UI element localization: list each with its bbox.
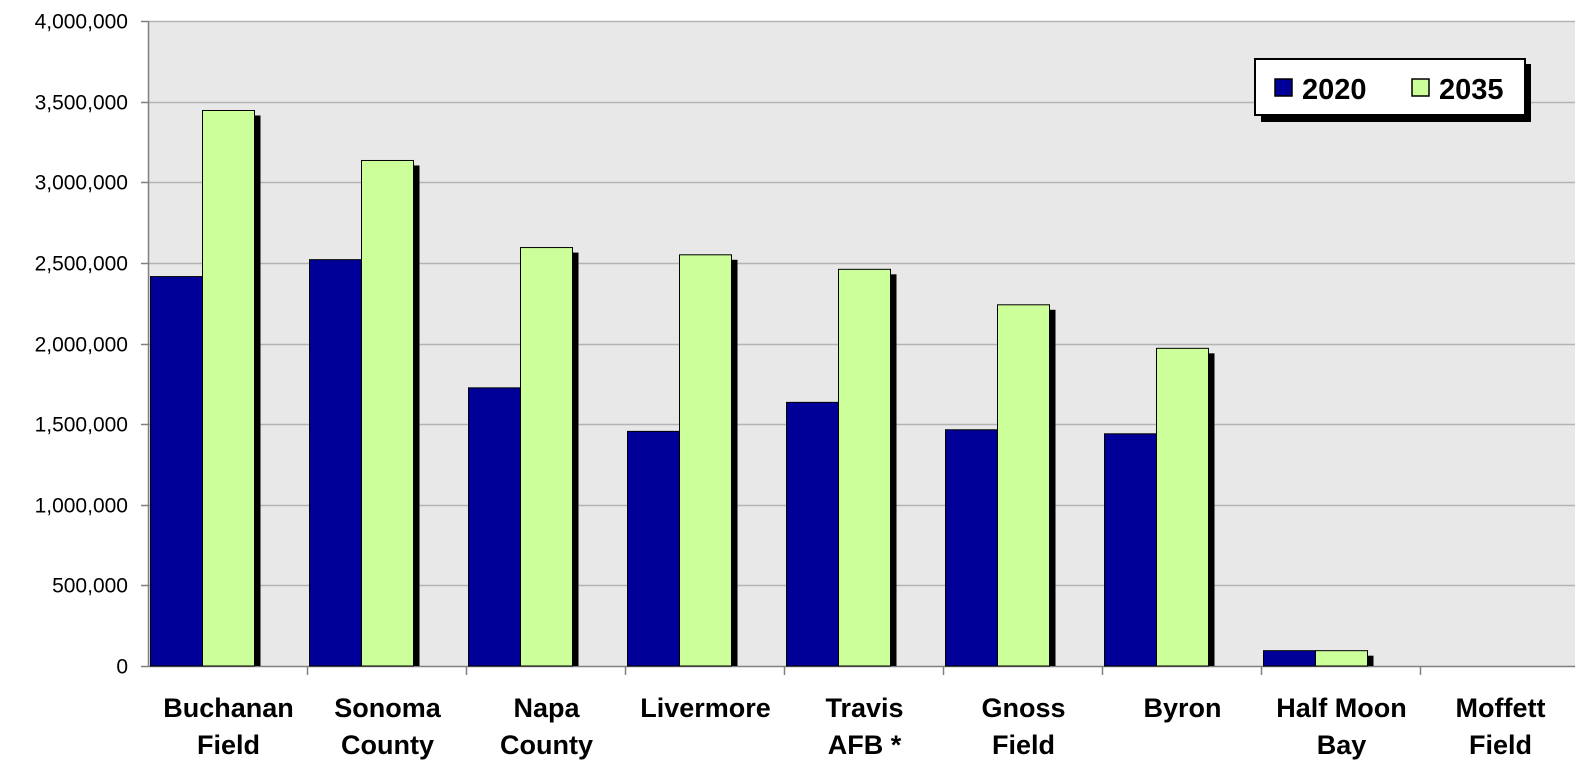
bar-2020-0 xyxy=(150,276,203,667)
bar-2035-7 xyxy=(1315,650,1368,667)
x-axis-category-labels: Buchanan Field Sonoma County Napa County Liver… xyxy=(163,693,1545,760)
y-axis-tick-labels: 0 500,000 1,000,000 1,500,000 2,000,000 2,500… xyxy=(35,11,128,679)
bar-2020-1 xyxy=(309,259,362,667)
y-tick-label: 0 xyxy=(116,656,128,679)
x-category-label: County xyxy=(341,730,434,760)
x-category-label: Bay xyxy=(1317,730,1367,760)
legend-box xyxy=(1254,58,1526,116)
x-category-label: Napa xyxy=(513,693,580,723)
x-category-label: County xyxy=(500,730,593,760)
x-category-label: Half Moon xyxy=(1276,693,1406,723)
x-category-label: Moffett xyxy=(1456,693,1546,723)
bar-2035-6 xyxy=(1156,347,1209,667)
legend-label-2035: 2035 xyxy=(1439,74,1504,106)
bar-2020-3 xyxy=(627,430,680,667)
bars xyxy=(150,109,1374,667)
bar-2020-5 xyxy=(945,429,998,667)
legend: 2020 2035 xyxy=(1254,58,1531,122)
y-tick-label: 1,000,000 xyxy=(35,495,128,518)
legend-label-2020: 2020 xyxy=(1302,74,1367,106)
bar-2020-6 xyxy=(1104,433,1157,667)
bar-2020-2 xyxy=(468,387,521,667)
bar-2035-5 xyxy=(997,304,1050,667)
x-category-label: Field xyxy=(197,730,260,760)
bar-2035-4 xyxy=(838,268,891,667)
x-category-label: Buchanan xyxy=(163,693,294,723)
x-category-label: Sonoma xyxy=(334,693,441,723)
x-category-label: Byron xyxy=(1143,693,1221,723)
x-category-label: Livermore xyxy=(640,693,771,723)
x-category-label: Field xyxy=(992,730,1055,760)
y-tick-label: 500,000 xyxy=(52,575,128,598)
x-category-label: Travis xyxy=(825,693,903,723)
legend-swatch-2020 xyxy=(1274,78,1293,97)
y-tick-label: 4,000,000 xyxy=(35,11,128,34)
bar-2035-3 xyxy=(679,254,732,667)
x-category-label: Gnoss xyxy=(981,693,1065,723)
bar-2020-7 xyxy=(1263,650,1316,667)
y-tick-label: 1,500,000 xyxy=(35,414,128,437)
y-tick-label: 3,500,000 xyxy=(35,92,128,115)
y-tick-label: 2,500,000 xyxy=(35,253,128,276)
bar-2035-2 xyxy=(520,247,573,667)
bar-2035-0 xyxy=(202,109,255,667)
x-category-label: AFB * xyxy=(828,730,902,760)
bar-2035-1 xyxy=(361,159,414,667)
y-tick-label: 3,000,000 xyxy=(35,172,128,195)
y-tick-label: 2,000,000 xyxy=(35,334,128,357)
legend-swatch-2035 xyxy=(1411,78,1430,97)
x-category-label: Field xyxy=(1469,730,1532,760)
bar-2020-4 xyxy=(786,401,839,667)
